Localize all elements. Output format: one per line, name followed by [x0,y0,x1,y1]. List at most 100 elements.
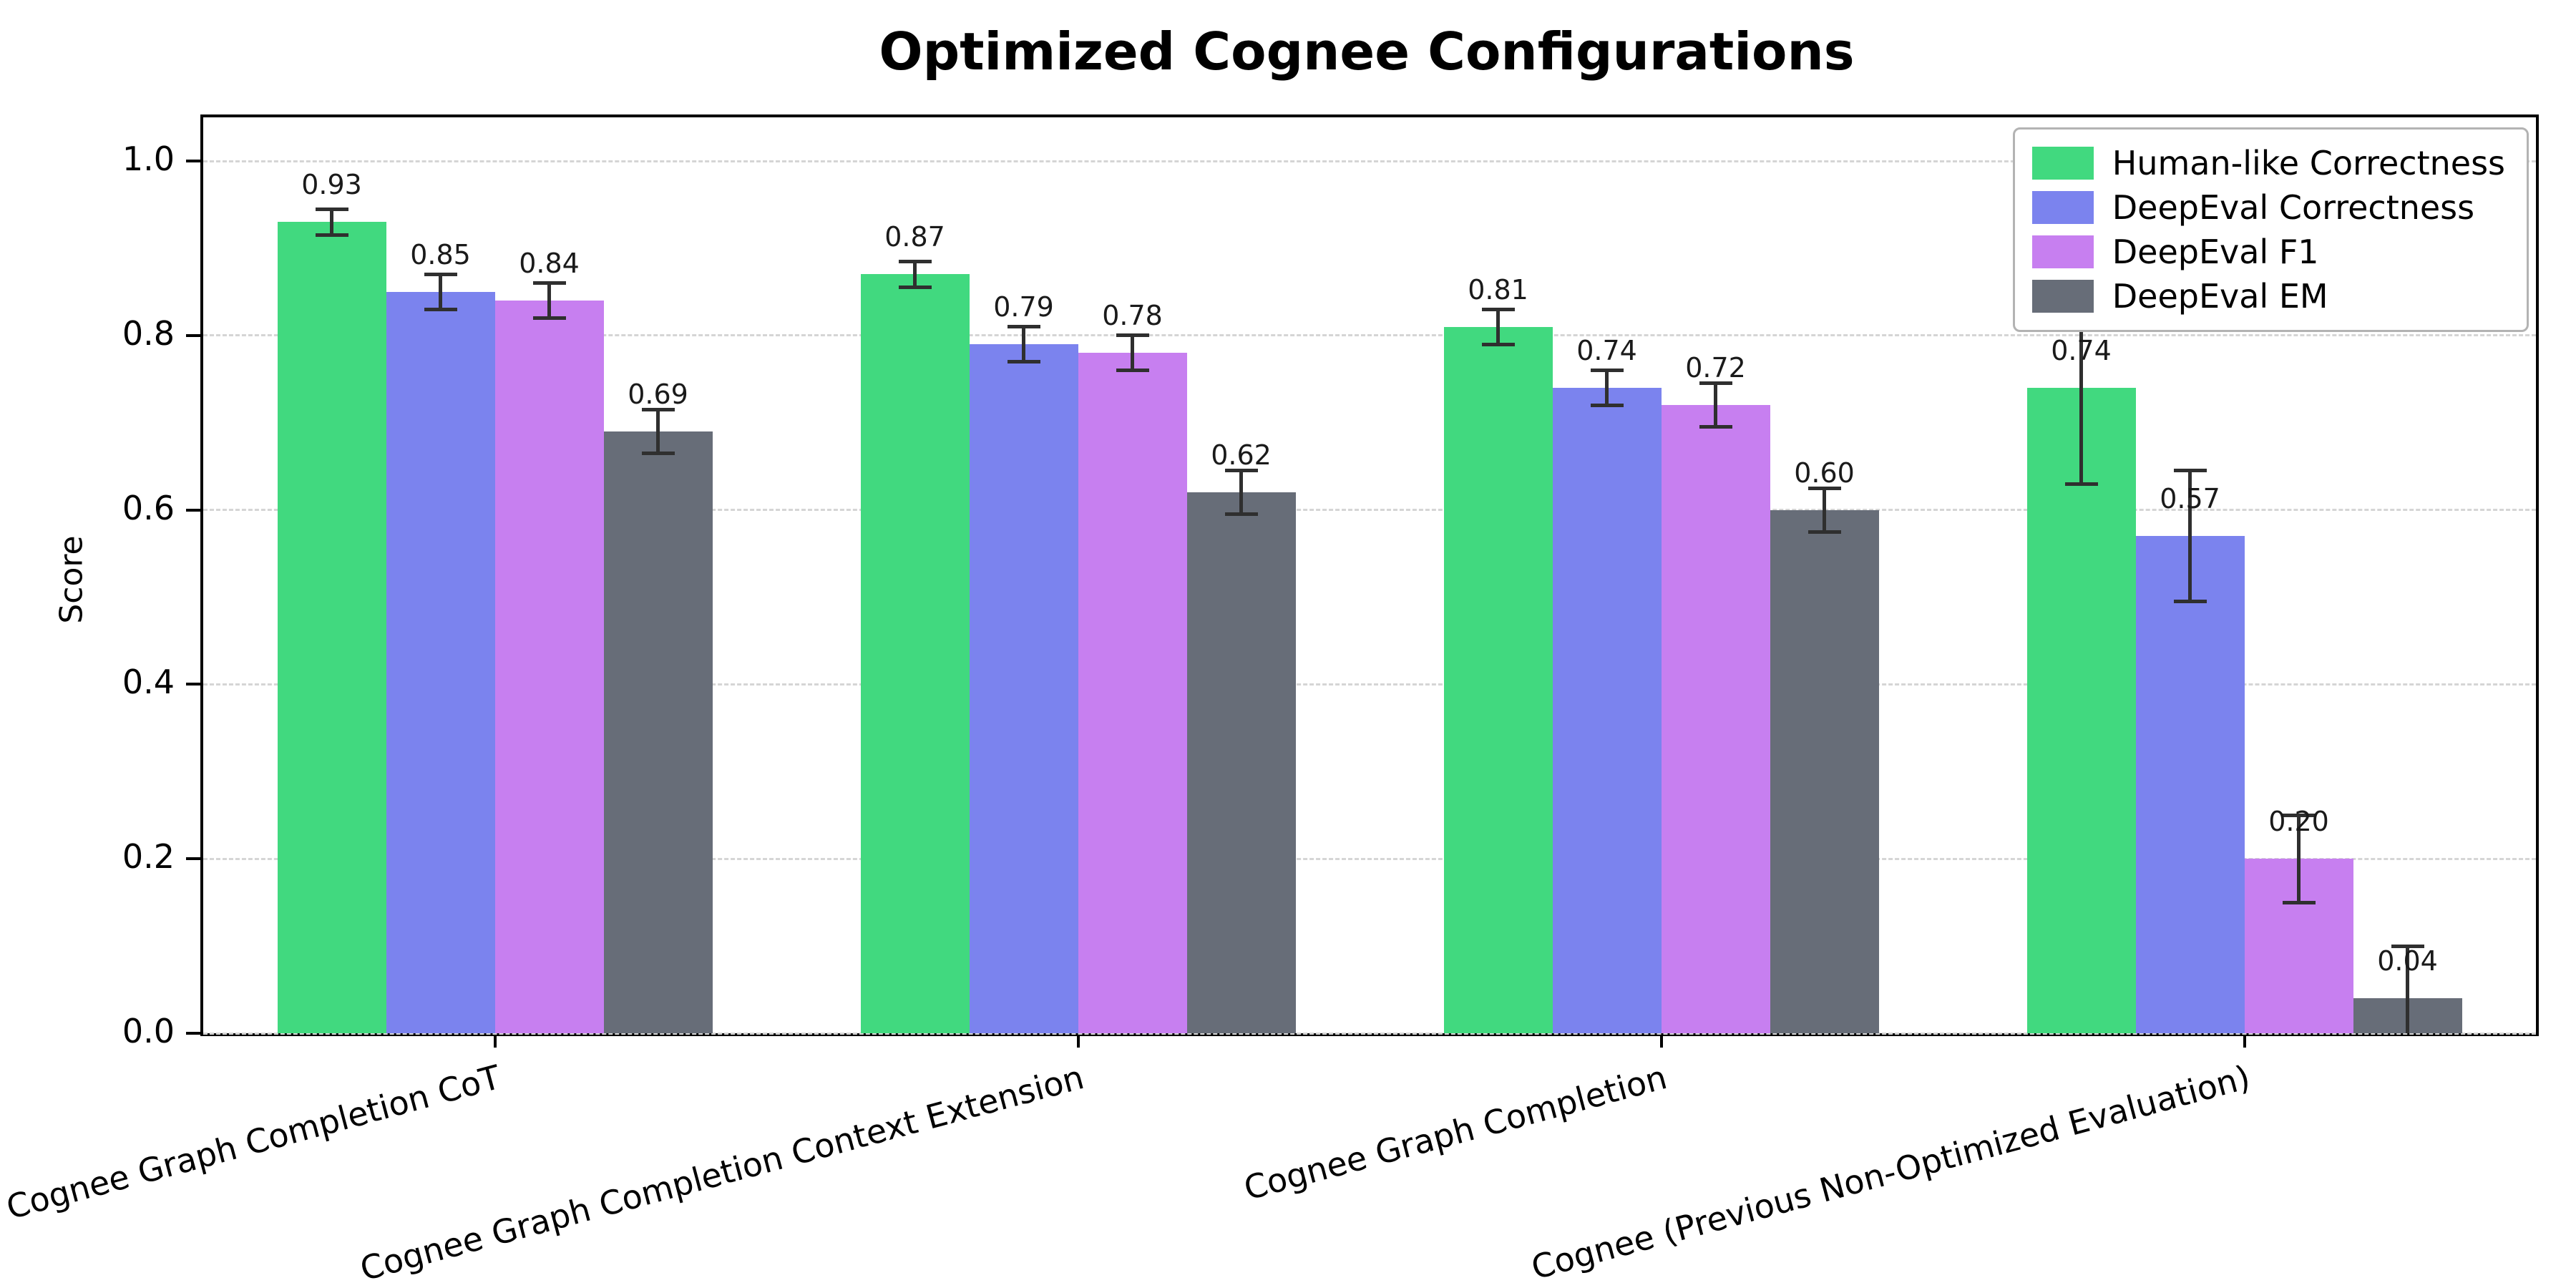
error-bar-cap [1481,342,1515,346]
x-tick-mark [493,1036,497,1048]
legend-swatch-human-like-correctness [2031,147,2094,180]
error-bar-cap [1807,486,1841,490]
grid-line [203,683,2536,686]
bar-deepeval-f1 [494,301,604,1033]
error-bar-cap [1807,530,1841,534]
error-bar-cap [2173,600,2207,604]
error-bar-cap [2173,469,2207,473]
legend-label-human-like-correctness: Human-like Correctness [2112,144,2505,182]
error-bar-cap [315,233,348,238]
y-tick-label: 0.2 [122,837,175,877]
grid-line [203,160,2536,162]
y-tick-label: 0.4 [122,663,175,702]
error-bar-cap [315,207,348,211]
y-tick-label: 0.0 [122,1012,175,1050]
bar-value-label: 0.04 [2377,945,2438,977]
y-tick-label: 0.8 [122,313,175,353]
bar-deepeval-f1 [1661,405,1770,1033]
y-tick-mark [186,857,200,861]
error-bar-cap [898,286,932,290]
error-bar [1239,470,1243,514]
error-bar-cap [898,259,932,263]
bar-value-label: 0.84 [519,248,580,279]
y-tick-mark [186,683,200,686]
error-bar-cap [1224,512,1258,517]
y-tick-mark [186,1032,200,1035]
bar-deepeval-em [1186,492,1296,1033]
bar-human-like-correctness [2026,387,2136,1033]
bar-deepeval-f1 [1078,353,1187,1033]
bar-value-label: 0.20 [2268,806,2329,838]
bar-value-label: 0.81 [1468,273,1528,306]
error-bar-cap [641,407,675,411]
legend-row: DeepEval EM [2031,274,2505,318]
error-bar [330,209,333,235]
error-bar [2406,946,2409,1033]
error-bar-cap [532,316,566,320]
bar-deepeval-correctness [969,344,1078,1033]
error-bar-cap [1481,307,1515,311]
bar-value-label: 0.60 [1794,457,1855,489]
error-bar-cap [1699,381,1732,386]
bar-human-like-correctness [1443,326,1553,1033]
error-bar-cap [1007,359,1040,364]
bar-human-like-correctness [860,274,970,1033]
error-bar [1022,326,1025,362]
y-tick-mark [186,508,200,512]
error-bar [2297,815,2301,903]
bar-value-label: 0.78 [1102,300,1163,332]
error-bar-cap [641,451,675,455]
grid-line [203,1032,2536,1035]
y-axis-label: Score [53,535,90,624]
error-bar [913,261,917,288]
error-bar [1714,383,1717,427]
grid-line [203,509,2536,512]
chart-title: Optimized Cognee Configurations [879,21,1855,82]
y-tick-mark [186,333,200,337]
error-bar-cap [2282,813,2316,817]
x-tick-mark [1659,1036,1663,1048]
error-bar-cap [1116,333,1149,338]
error-bar [1823,488,1826,532]
error-bar-cap [1007,325,1040,329]
legend: Human-like Correctness DeepEval Correctn… [2012,127,2529,332]
error-bar-cap [424,307,457,311]
bar-value-label: 0.85 [410,238,471,270]
legend-swatch-deepeval-correctness [2031,191,2094,224]
error-bar [439,274,442,310]
grid-line [203,334,2536,337]
bar-value-label: 0.69 [628,378,688,410]
y-tick-label: 1.0 [122,140,175,178]
plot-area: Human-like Correctness DeepEval Correctn… [122,114,2539,1050]
bar-deepeval-correctness [1552,387,1662,1033]
bar-value-label: 0.74 [1576,334,1637,366]
error-bar-cap [532,281,566,286]
y-tick-mark [186,160,200,162]
x-tick-mark [1076,1036,1080,1048]
bar-value-label: 0.93 [301,169,362,201]
bar-deepeval-correctness [386,291,495,1033]
error-bar [2079,291,2083,484]
legend-row: DeepEval F1 [2031,230,2505,274]
error-bar [2188,470,2192,602]
x-tick-label: Cognee Graph Completion CoT [2,1058,505,1227]
legend-swatch-deepeval-f1 [2031,235,2094,268]
bar-deepeval-correctness [2135,536,2245,1033]
error-bar [547,283,551,318]
x-axis-labels: Cognee Graph Completion CoT Cognee Graph … [3,1036,2536,1288]
error-bar [656,409,660,454]
bar-value-label: 0.87 [884,221,945,253]
error-bar-cap [2064,482,2098,486]
error-bar-cap [1590,369,1624,372]
bar-value-label: 0.79 [993,291,1054,323]
legend-label-deepeval-correctness: DeepEval Correctness [2112,188,2475,227]
bar-deepeval-em [1770,509,1879,1033]
error-bar-cap [1116,369,1149,372]
y-tick-label: 0.6 [122,488,175,527]
error-bar-cap [1224,469,1258,473]
bar-value-label: 0.57 [2160,483,2220,515]
bar-deepeval-em [603,431,713,1033]
error-bar [1496,309,1500,344]
error-bar-cap [424,272,457,276]
